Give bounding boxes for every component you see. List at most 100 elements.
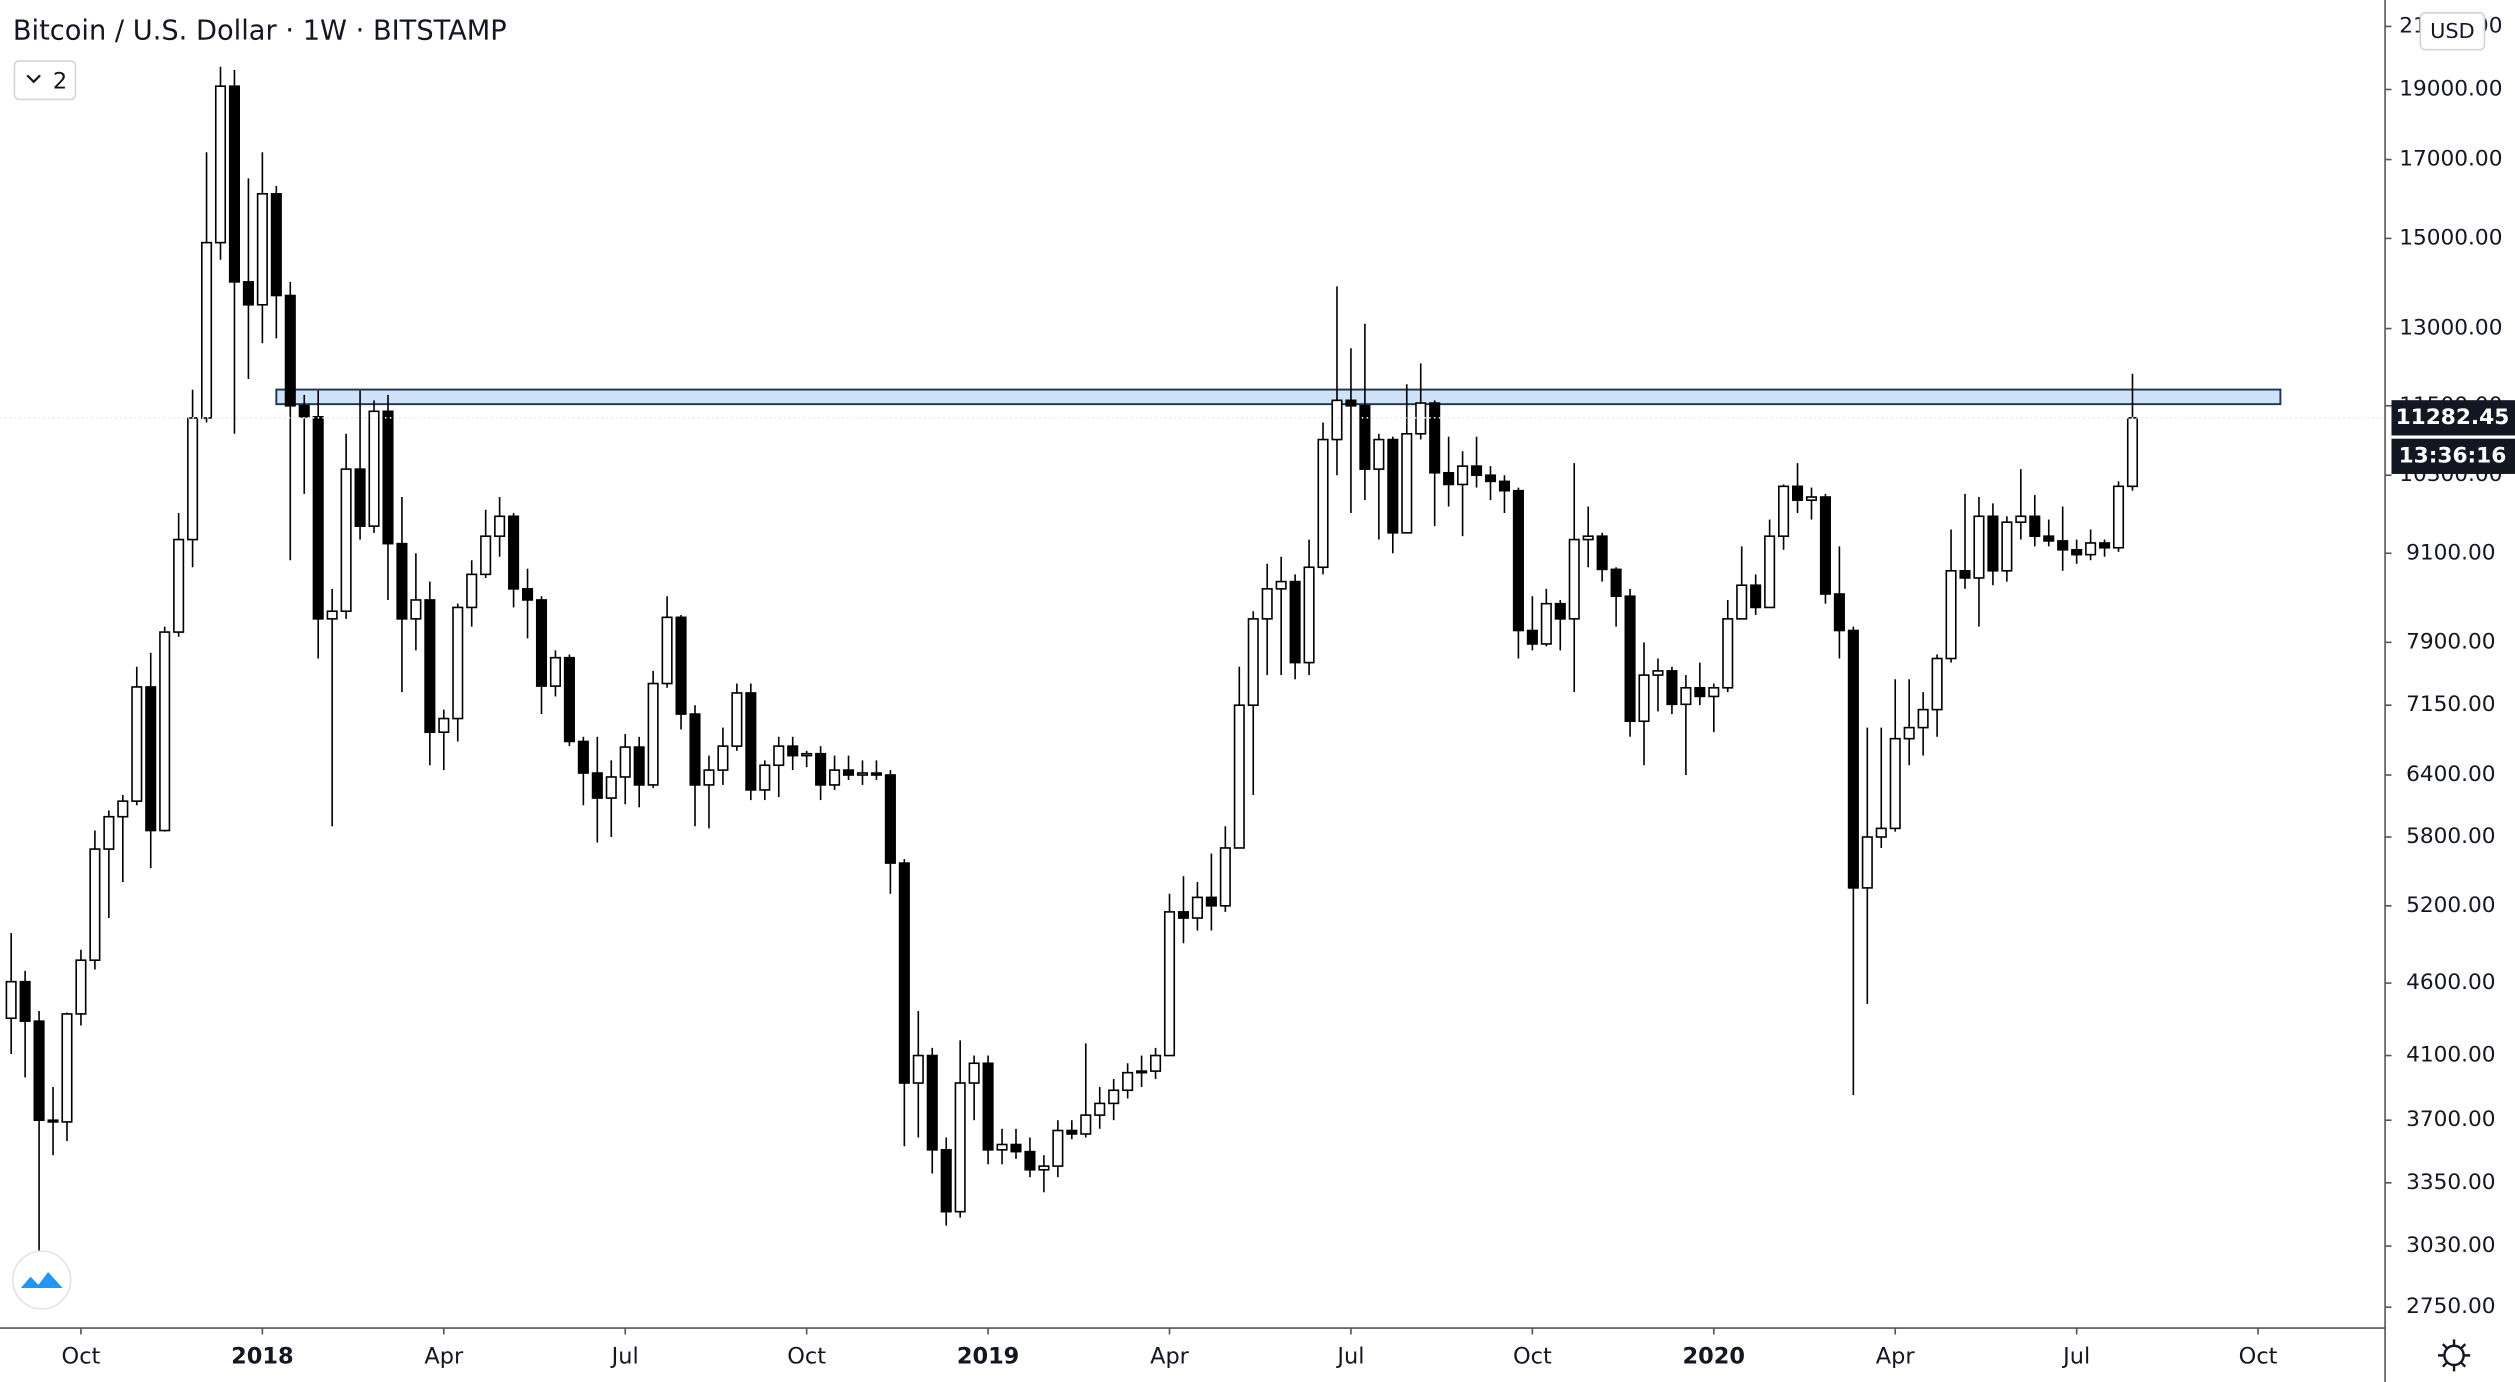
last-price-label: 11282.45 (2396, 405, 2510, 430)
x-tick-label: Apr (1150, 1343, 1190, 1369)
chart-title: Bitcoin / U.S. Dollar · 1W · BITSTAMP (13, 16, 507, 47)
candle-body (201, 241, 213, 419)
candle-body (1931, 657, 1943, 711)
countdown-label: 13:36:16 (2399, 443, 2507, 468)
logo-circle[interactable] (12, 1250, 72, 1310)
y-tick-label: 3030.00 (2406, 1233, 2495, 1258)
candle-body (1666, 670, 1678, 706)
candle-body (1066, 1129, 1078, 1135)
candle-body (689, 713, 701, 786)
candle-body (1568, 538, 1580, 620)
candle-body (1205, 896, 1217, 907)
candle-body (2085, 542, 2097, 556)
candle-body (1652, 670, 1664, 676)
candle-body (1750, 584, 1762, 609)
settings[interactable] (2438, 1339, 2471, 1372)
candle-body (1638, 674, 1650, 723)
logo[interactable] (12, 1250, 72, 1310)
candle-body (1526, 629, 1538, 645)
indicator-button[interactable] (13, 60, 77, 101)
candle-body (870, 772, 882, 776)
x-tick-label: 2019 (957, 1343, 1019, 1369)
candle-body (1094, 1102, 1106, 1116)
candle-body (842, 769, 855, 776)
candle-body (815, 752, 827, 786)
candle-body (424, 599, 436, 733)
candle-body (298, 404, 310, 418)
candle-body (1596, 535, 1608, 571)
candle-body (1736, 584, 1748, 620)
candle-body (829, 769, 841, 786)
candle-body (103, 815, 115, 850)
candle-body (5, 980, 17, 1020)
candle-body (1540, 602, 1552, 645)
candle-body (2071, 549, 2083, 556)
candle-body (117, 800, 129, 818)
candle-body (1247, 618, 1259, 706)
candle-body (1275, 580, 1287, 590)
candle-body (187, 417, 199, 541)
indicator-toggle[interactable]: 2 (13, 60, 77, 101)
candle-body (1303, 566, 1315, 664)
candle-body (912, 1054, 924, 1084)
x-tick-label: 2020 (1683, 1343, 1745, 1369)
candle-body (1512, 489, 1524, 632)
candle-body (19, 980, 31, 1022)
candle-body (2001, 521, 2013, 572)
candle-body (1861, 836, 1873, 889)
x-tick-label: 2018 (231, 1343, 293, 1369)
countdown-box (2391, 438, 2515, 474)
candle-body (173, 538, 185, 633)
candle-body (214, 85, 227, 244)
candle-body (228, 85, 241, 283)
candle-body (1582, 535, 1594, 541)
candle-body (1163, 911, 1176, 1057)
candle-body (480, 535, 492, 576)
candle-body (368, 410, 380, 527)
candle-body (1010, 1143, 1022, 1153)
x-tick-label: Oct (787, 1343, 826, 1369)
candle-body (1122, 1071, 1134, 1092)
indicator-count: 2 (53, 68, 67, 94)
x-tick-label: Oct (62, 1343, 101, 1369)
candle-body (1261, 588, 1273, 620)
candle-body (1191, 896, 1203, 919)
candle-body (2029, 515, 2041, 537)
candle-body (1973, 515, 1985, 579)
candle-body (577, 740, 589, 774)
resistance-zone (275, 388, 2282, 406)
candle-body (466, 573, 478, 609)
logo-icon (20, 1271, 63, 1289)
candle-body (1722, 618, 1734, 689)
candle-body (661, 616, 673, 685)
candle-body (2099, 542, 2111, 549)
candle-body (535, 599, 548, 687)
candle-body (954, 1082, 966, 1213)
candle-body (1177, 911, 1190, 919)
candle-body (1317, 438, 1329, 569)
currency-button[interactable] (2419, 12, 2486, 51)
candle-body (1624, 595, 1636, 723)
y-tick-label: 15000.00 (2399, 225, 2502, 250)
candle-body (968, 1062, 980, 1084)
y-tick-label: 4600.00 (2406, 970, 2495, 995)
candle-body (61, 1013, 73, 1123)
candle-body (47, 1119, 59, 1123)
y-tick-label: 6400.00 (2406, 762, 2495, 787)
x-tick-label: Jul (2061, 1343, 2090, 1369)
candle-body (1694, 687, 1706, 698)
candle-body (1038, 1165, 1050, 1171)
y-tick-label: 7900.00 (2406, 629, 2495, 654)
candle-body (898, 862, 910, 1084)
candle-body (1791, 485, 1804, 501)
candle-body (270, 193, 282, 297)
candle-body (605, 776, 617, 799)
y-tick-label: 17000.00 (2399, 147, 2502, 172)
candle-body (1150, 1054, 1162, 1072)
x-tick-label: Oct (1513, 1343, 1552, 1369)
candle-body (2043, 535, 2055, 542)
y-tick-label: 5800.00 (2406, 824, 2495, 849)
candle-body (1470, 465, 1483, 477)
candle-body (452, 606, 464, 720)
